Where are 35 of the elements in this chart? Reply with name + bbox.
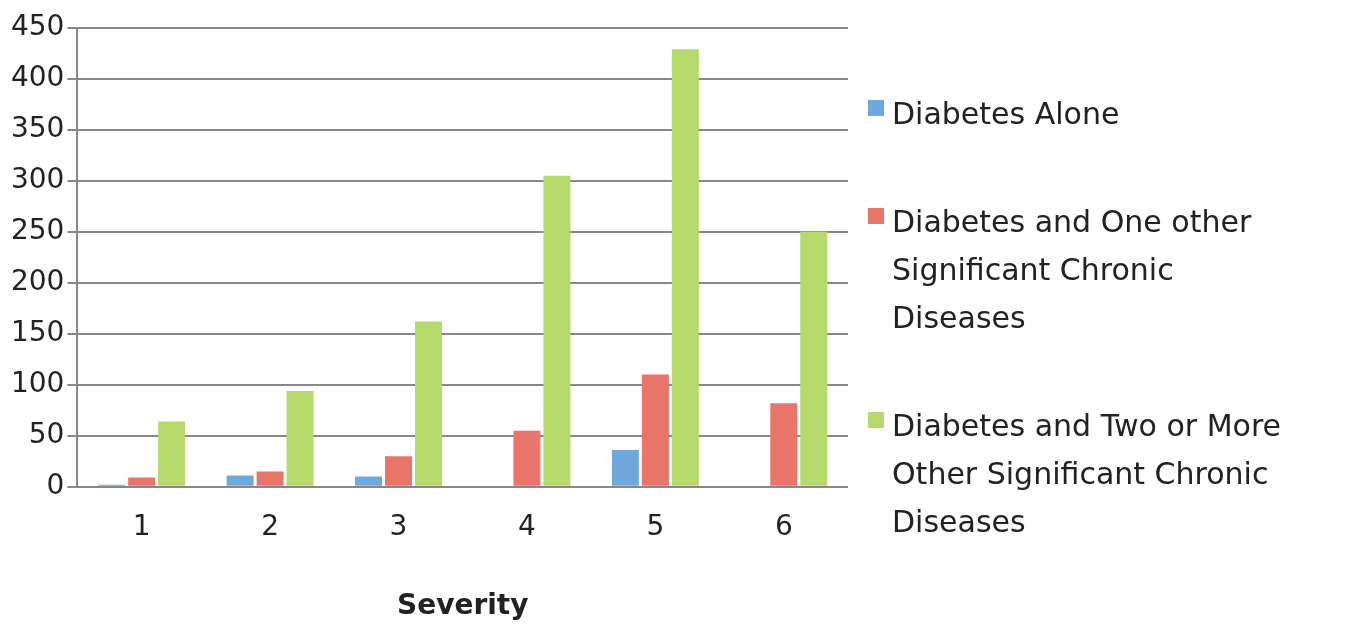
y-tick-label: 0 bbox=[46, 468, 65, 502]
legend-label: Diabetes Alone bbox=[892, 95, 1120, 133]
y-tick-label: 250 bbox=[10, 213, 65, 247]
bar bbox=[800, 231, 828, 486]
bar bbox=[543, 175, 571, 486]
bar bbox=[128, 477, 156, 486]
bar bbox=[158, 421, 186, 486]
legend-label: Diabetes and Two or More Other Significant Chronic Diseases bbox=[892, 407, 1283, 541]
bar bbox=[770, 403, 798, 486]
y-tick-label: 400 bbox=[10, 60, 65, 94]
x-tick-label: 6 bbox=[774, 508, 793, 542]
bar bbox=[226, 475, 254, 486]
y-tick-label: 350 bbox=[10, 111, 65, 145]
bar bbox=[641, 374, 669, 486]
x-axis-title: Severity bbox=[397, 588, 529, 622]
x-tick-label: 5 bbox=[646, 508, 665, 542]
bar bbox=[611, 450, 639, 486]
y-tick-label: 300 bbox=[10, 162, 65, 196]
x-tick-label: 3 bbox=[389, 508, 408, 542]
bar bbox=[414, 321, 442, 486]
x-tick-label: 4 bbox=[518, 508, 536, 542]
legend-label: Diabetes and One other Significant Chronic Diseases bbox=[892, 203, 1253, 337]
bar bbox=[671, 49, 699, 486]
y-tick-label: 450 bbox=[10, 9, 65, 43]
bar bbox=[385, 456, 412, 486]
bar bbox=[256, 471, 284, 486]
bar bbox=[513, 430, 541, 486]
bar bbox=[355, 476, 383, 486]
x-tick-label: 2 bbox=[261, 508, 279, 542]
y-tick-label: 200 bbox=[10, 264, 65, 298]
y-tick-label: 100 bbox=[10, 366, 65, 400]
bar bbox=[286, 390, 314, 486]
y-tick-label: 50 bbox=[28, 417, 65, 451]
y-tick-label: 150 bbox=[10, 315, 65, 349]
x-tick-label: 1 bbox=[132, 508, 151, 542]
